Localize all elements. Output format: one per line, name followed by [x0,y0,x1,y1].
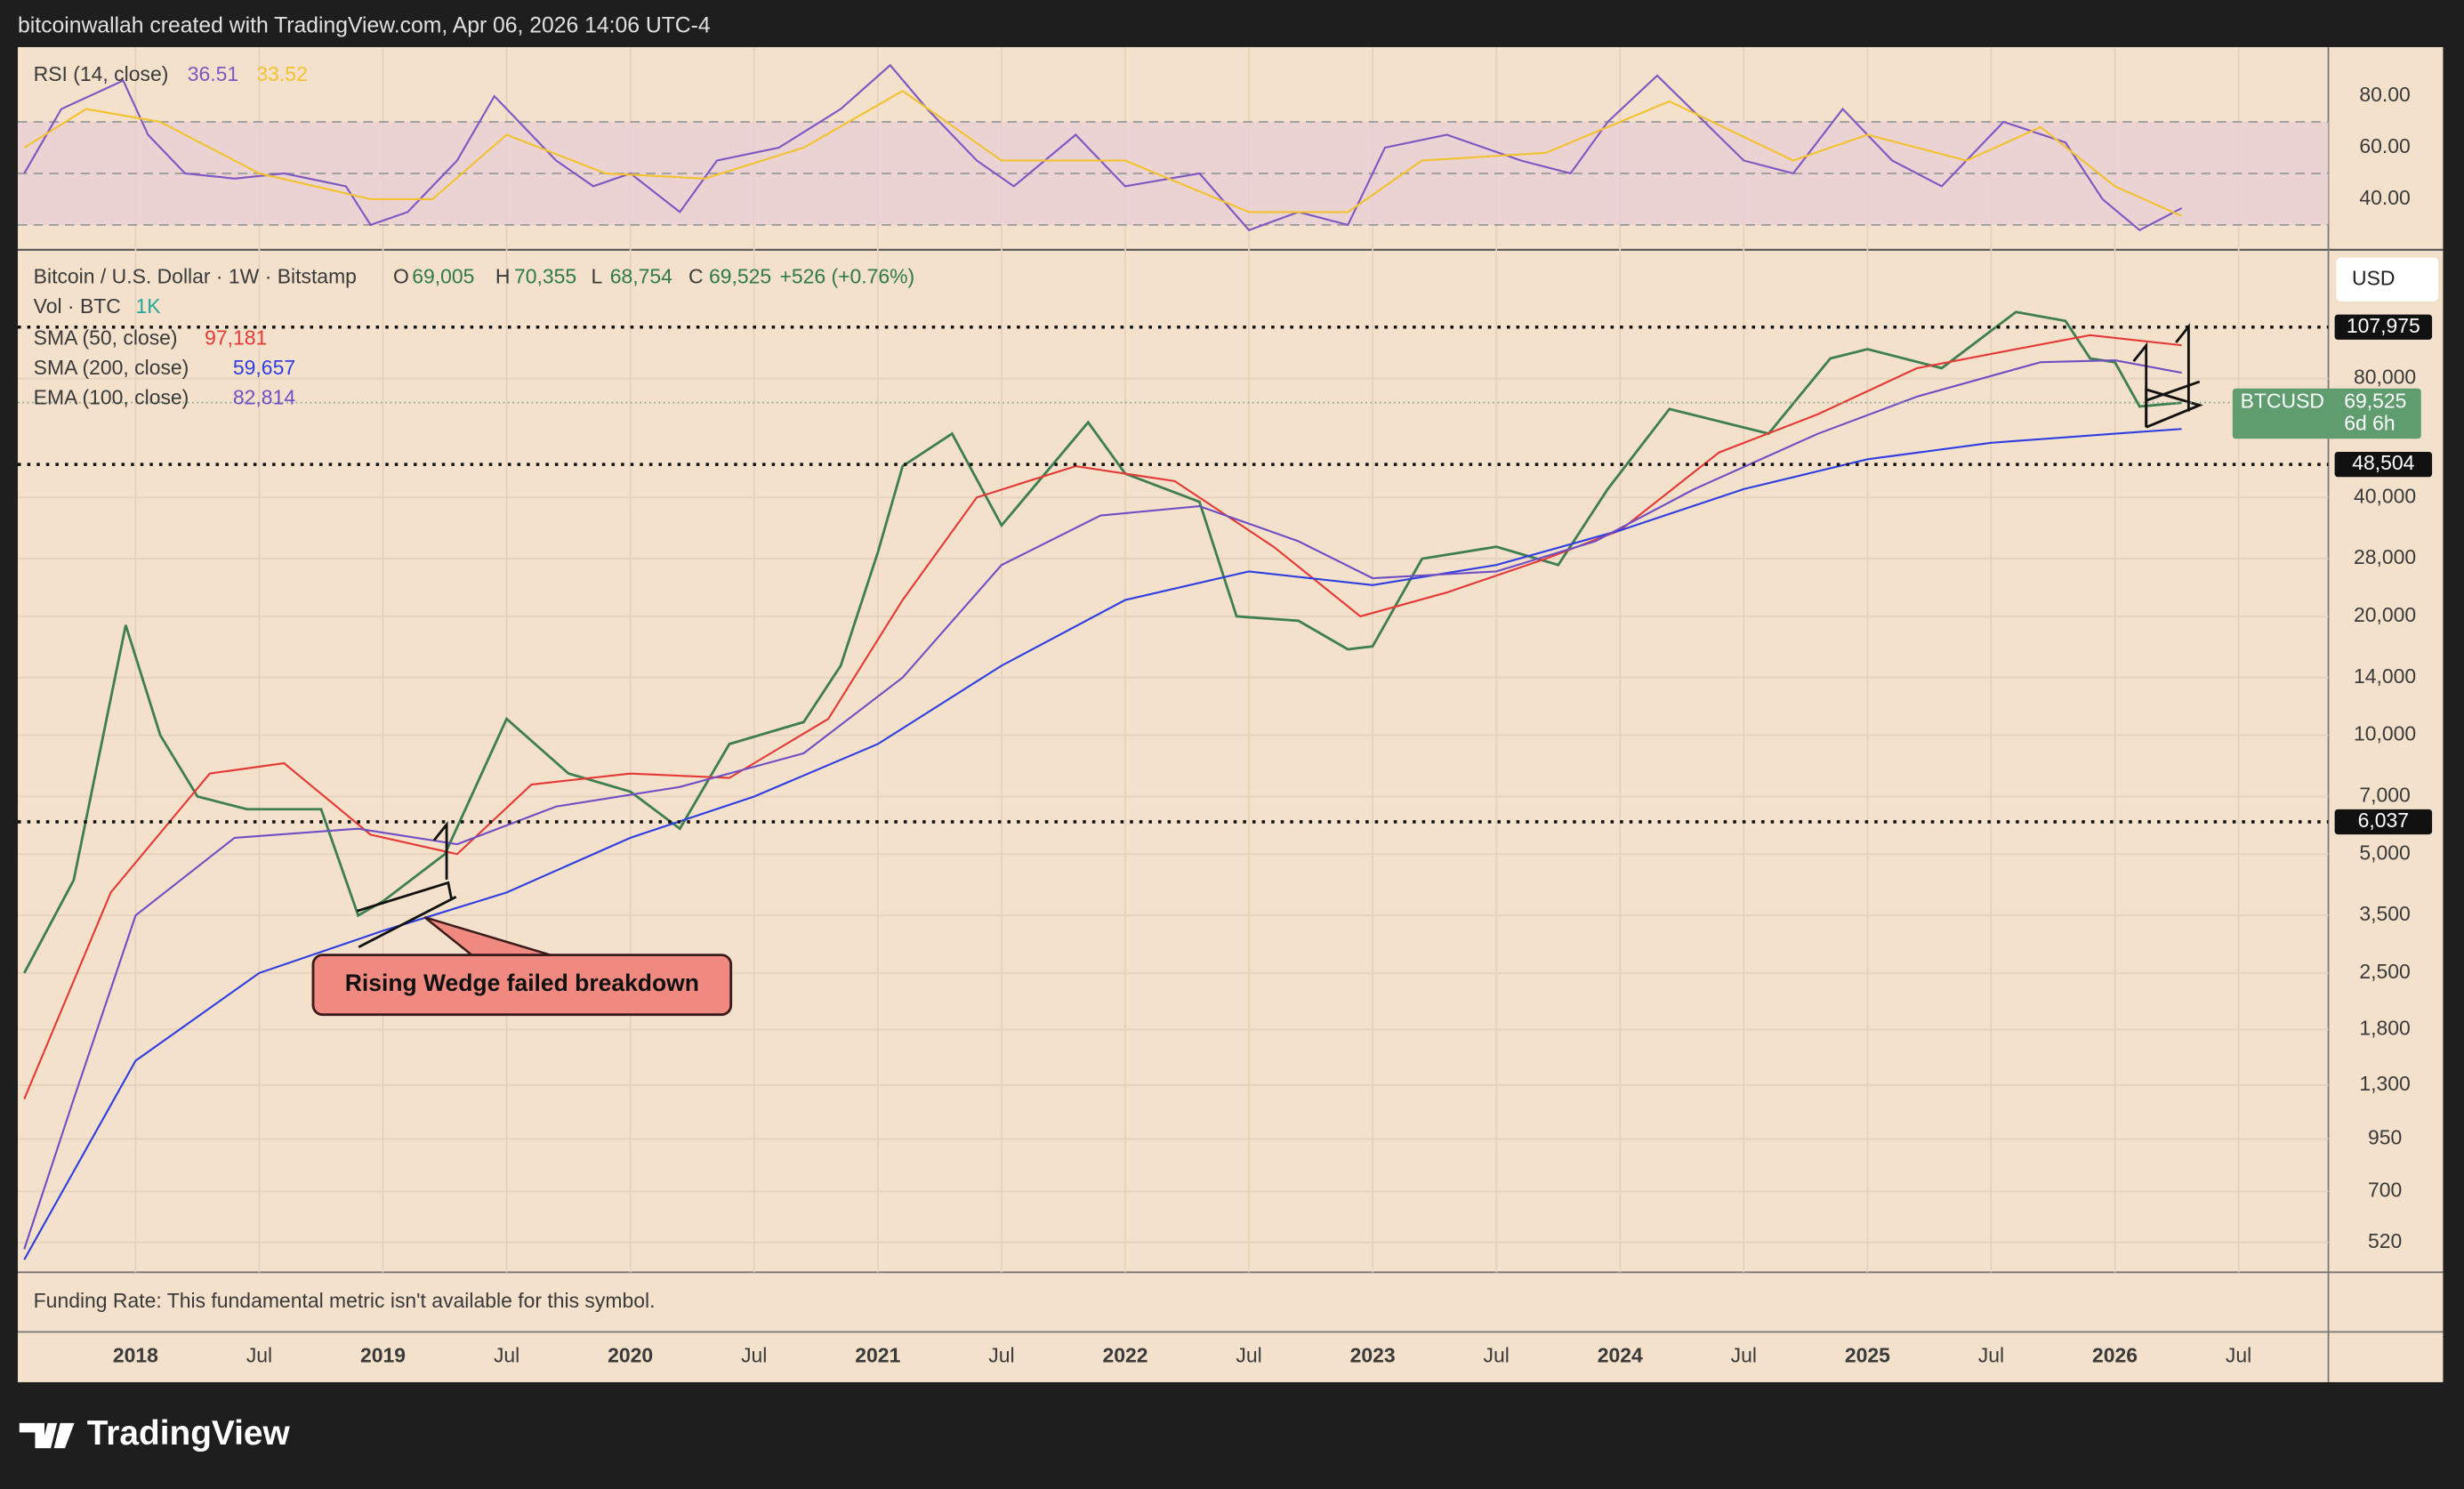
level-box [2334,314,2433,340]
x-tick-label: 2023 [1350,1344,1396,1367]
y-tick-label: 80,000 [2354,366,2416,389]
x-tick-label: Jul [2226,1344,2251,1367]
legend-name: EMA (100, close) [34,386,189,409]
series-line [23,359,2182,1250]
funding-note: Funding Rate: This fundamental metric is… [34,1289,656,1312]
y-tick-label: 950 [2368,1126,2402,1149]
ohlc-value: 68,754 [610,265,672,288]
y-tick-label: 10,000 [2354,722,2416,745]
x-tick-label: 2021 [855,1344,900,1367]
x-tick-label: Jul [246,1344,272,1367]
y-tick-label: 14,000 [2354,664,2416,688]
y-tick-label: 3,500 [2359,902,2410,925]
y-tick-label: 80.00 [2359,83,2410,106]
brand: TradingView [87,1414,291,1453]
y-tick-label: 60.00 [2359,134,2410,157]
annotation-text: Rising Wedge failed breakdown [345,970,699,996]
x-tick-label: Jul [494,1344,519,1367]
y-tick-label: 5,000 [2359,841,2410,864]
x-tick-label: Jul [988,1344,1014,1367]
last-price-label: 69,525 [2344,390,2406,413]
legend-value: 36.51 [188,62,238,85]
x-tick-label: Jul [1978,1344,2004,1367]
x-tick-label: Jul [1731,1344,1757,1367]
rsi-title: RSI (14, close) [34,62,169,85]
y-tick-label: 520 [2368,1229,2402,1252]
y-tick-label: 1,800 [2359,1016,2410,1039]
y-tick-label: 28,000 [2354,545,2416,568]
ohlc-value: 69,525 [709,265,771,288]
y-tick-label: 40,000 [2354,484,2416,507]
wedge-line [358,896,457,949]
currency: USD [2352,266,2395,289]
level-box [2334,809,2433,835]
chart-title: Bitcoin / U.S. Dollar · 1W · Bitstamp [34,265,357,288]
footer: TradingView [19,1414,291,1453]
ohlc-key: O [393,265,409,288]
x-tick-label: 2024 [1598,1344,1643,1367]
x-tick-label: 2026 [2092,1344,2138,1367]
level-label: 6,037 [2358,809,2409,832]
ohlc-key: H [495,265,511,288]
symbol-label: BTCUSD [2241,390,2324,413]
price-line [23,310,2182,974]
level-box [2334,451,2433,478]
chart-area [18,46,2444,1382]
ohlc-key: L [592,265,603,288]
triangle-line [2146,380,2201,402]
x-tick-label: 2019 [360,1344,406,1367]
level-label: 48,504 [2352,451,2414,474]
x-tick-label: Jul [741,1344,767,1367]
wedge-arrow [432,821,448,880]
y-tick-label: 700 [2368,1179,2402,1202]
last-price-box [2232,388,2421,439]
change: +526 (+0.76%) [779,265,914,288]
countdown: 6d 6h [2344,411,2395,434]
x-tick-label: 2020 [608,1344,653,1367]
series-line [23,89,2183,217]
volume-label: Vol · BTC [34,294,121,318]
series-line [23,334,2182,1099]
ohlc-value: 70,355 [514,265,576,288]
y-tick-label: 1,300 [2359,1072,2410,1095]
y-tick-label: 40.00 [2359,186,2410,209]
x-tick-label: Jul [1484,1344,1510,1367]
legend-name: SMA (200, close) [34,356,189,379]
series-line [23,428,2182,1260]
legend-value: 59,657 [233,356,295,379]
currency-box [2336,257,2439,302]
legend-value: 97,181 [205,326,267,349]
y-tick-label: 20,000 [2354,603,2416,626]
x-tick-label: 2025 [1845,1344,1890,1367]
logo-mark [19,1422,75,1449]
callout [311,954,733,1017]
ohlc-value: 69,005 [412,265,474,288]
legend-value: 33.52 [256,62,307,85]
credit: bitcoinwallah created with TradingView.c… [18,14,711,38]
y-tick-label: 2,500 [2359,960,2410,983]
x-tick-label: 2022 [1102,1344,1147,1367]
legend-name: SMA (50, close) [34,326,178,349]
volume-value: 1K [135,294,161,318]
x-tick-label: Jul [1236,1344,1261,1367]
wedge-line [357,881,453,913]
x-tick-label: 2018 [113,1344,158,1367]
level-label: 107,975 [2347,314,2420,337]
y-tick-label: 7,000 [2359,783,2410,806]
legend-value: 82,814 [233,386,295,409]
ohlc-key: C [688,265,704,288]
